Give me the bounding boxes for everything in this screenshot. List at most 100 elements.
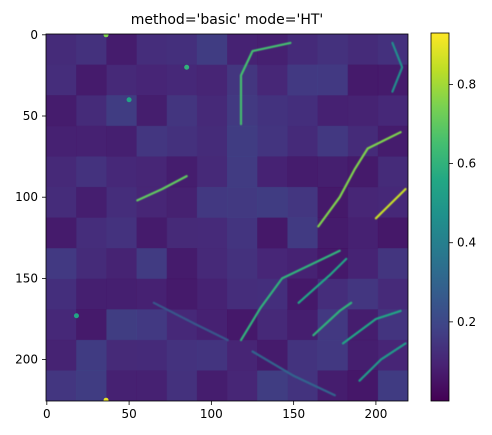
heatmap-block bbox=[136, 217, 168, 249]
heatmap-block bbox=[196, 339, 228, 371]
heatmap-block bbox=[196, 248, 228, 280]
heatmap-block bbox=[166, 186, 198, 218]
heatmap-block bbox=[287, 125, 318, 157]
heatmap-block bbox=[347, 186, 379, 218]
heatmap-block bbox=[136, 278, 168, 310]
heatmap-block bbox=[317, 125, 349, 157]
heatmap-block bbox=[227, 125, 258, 157]
heatmap-block bbox=[317, 309, 349, 341]
heatmap-block bbox=[46, 186, 77, 218]
heatmap-block bbox=[196, 125, 228, 157]
heatmap-block bbox=[166, 156, 198, 188]
heatmap-block bbox=[106, 34, 137, 66]
heatmap-block bbox=[106, 339, 137, 371]
heatmap-block bbox=[166, 64, 198, 96]
y-tick-label: 150 bbox=[15, 271, 38, 285]
heatmap-block bbox=[377, 34, 408, 66]
heatmap-block bbox=[287, 64, 318, 96]
y-axis: 0 50 100 150 200 bbox=[15, 28, 46, 367]
heatmap-block bbox=[196, 370, 228, 401]
heatmap-block bbox=[227, 64, 258, 96]
heatmap-block bbox=[317, 370, 349, 401]
heatmap-block bbox=[257, 309, 288, 341]
heatmap-block bbox=[166, 370, 198, 401]
heatmap-block bbox=[106, 248, 137, 280]
heatmap-block bbox=[257, 156, 288, 188]
heatmap-block bbox=[317, 248, 349, 280]
heatmap-block bbox=[227, 248, 258, 280]
heatmap-block bbox=[287, 217, 318, 249]
heatmap-block bbox=[196, 278, 228, 310]
heatmap-block bbox=[76, 370, 107, 401]
heatmap-block bbox=[106, 156, 137, 188]
y-tick-label: 50 bbox=[23, 109, 38, 123]
x-tick-label: 200 bbox=[364, 407, 387, 421]
bright-spot bbox=[103, 34, 109, 38]
x-tick-label: 100 bbox=[200, 407, 223, 421]
heatmap-block bbox=[166, 248, 198, 280]
heatmap-block bbox=[76, 125, 107, 157]
heatmap-block bbox=[317, 34, 349, 66]
heatmap-block bbox=[347, 217, 379, 249]
heatmap-block bbox=[196, 156, 228, 188]
x-tick-label: 50 bbox=[121, 407, 136, 421]
heatmap-block bbox=[227, 217, 258, 249]
heatmap-block bbox=[287, 95, 318, 127]
heatmap-block bbox=[377, 95, 408, 127]
heatmap-block bbox=[166, 339, 198, 371]
heatmap-block bbox=[76, 339, 107, 371]
bright-spot bbox=[184, 64, 190, 70]
heatmap-block bbox=[46, 248, 77, 280]
heatmap-block bbox=[166, 217, 198, 249]
bright-spot bbox=[73, 313, 79, 319]
curve bbox=[391, 41, 404, 93]
heatmap-block bbox=[227, 278, 258, 310]
heatmap-lines bbox=[46, 34, 254, 401]
heatmap-block bbox=[76, 186, 107, 218]
heatmap-block bbox=[287, 278, 318, 310]
heatmap-block bbox=[377, 278, 408, 310]
curve bbox=[136, 175, 188, 202]
heatmap-block bbox=[106, 186, 137, 218]
heatmap-block bbox=[377, 217, 408, 249]
heatmap-block bbox=[46, 156, 77, 188]
heatmap-block bbox=[257, 64, 288, 96]
heatmap-block bbox=[257, 125, 288, 157]
heatmap-block bbox=[166, 309, 198, 341]
heatmap-block bbox=[377, 370, 408, 401]
heatmap-block bbox=[347, 34, 379, 66]
heatmap-block bbox=[347, 125, 379, 157]
heatmap-block bbox=[136, 156, 168, 188]
colorbar-ticks: 0.2 0.4 0.6 0.8 bbox=[449, 77, 476, 329]
y-tick-label: 200 bbox=[15, 353, 38, 367]
heatmap-block bbox=[317, 217, 349, 249]
heatmap-block bbox=[347, 278, 379, 310]
heatmap-block bbox=[166, 125, 198, 157]
heatmap-spots bbox=[73, 34, 190, 401]
heatmap-block bbox=[46, 217, 77, 249]
heatmap-block bbox=[377, 248, 408, 280]
heatmap-block bbox=[287, 186, 318, 218]
heatmap-block bbox=[76, 156, 107, 188]
heatmap-block bbox=[317, 95, 349, 127]
heatmap-block bbox=[76, 248, 107, 280]
heatmap-block bbox=[106, 309, 137, 341]
heatmap-block bbox=[76, 34, 107, 66]
heatmap-block bbox=[347, 248, 379, 280]
heatmap-texture bbox=[46, 34, 408, 401]
heatmap-block bbox=[317, 64, 349, 96]
curve bbox=[239, 249, 341, 342]
heatmap-block bbox=[257, 370, 288, 401]
heatmap-block bbox=[257, 339, 288, 371]
heatmap-block bbox=[136, 309, 168, 341]
heatmap-block bbox=[106, 370, 137, 401]
heatmap bbox=[46, 34, 408, 401]
heatmap-block bbox=[106, 125, 137, 157]
heatmap-block bbox=[166, 278, 198, 310]
curve bbox=[374, 188, 407, 220]
heatmap-curves bbox=[136, 41, 407, 397]
chart-title: method='basic' mode='HT' bbox=[131, 12, 324, 28]
heatmap-block bbox=[257, 217, 288, 249]
heatmap-block bbox=[227, 186, 258, 218]
